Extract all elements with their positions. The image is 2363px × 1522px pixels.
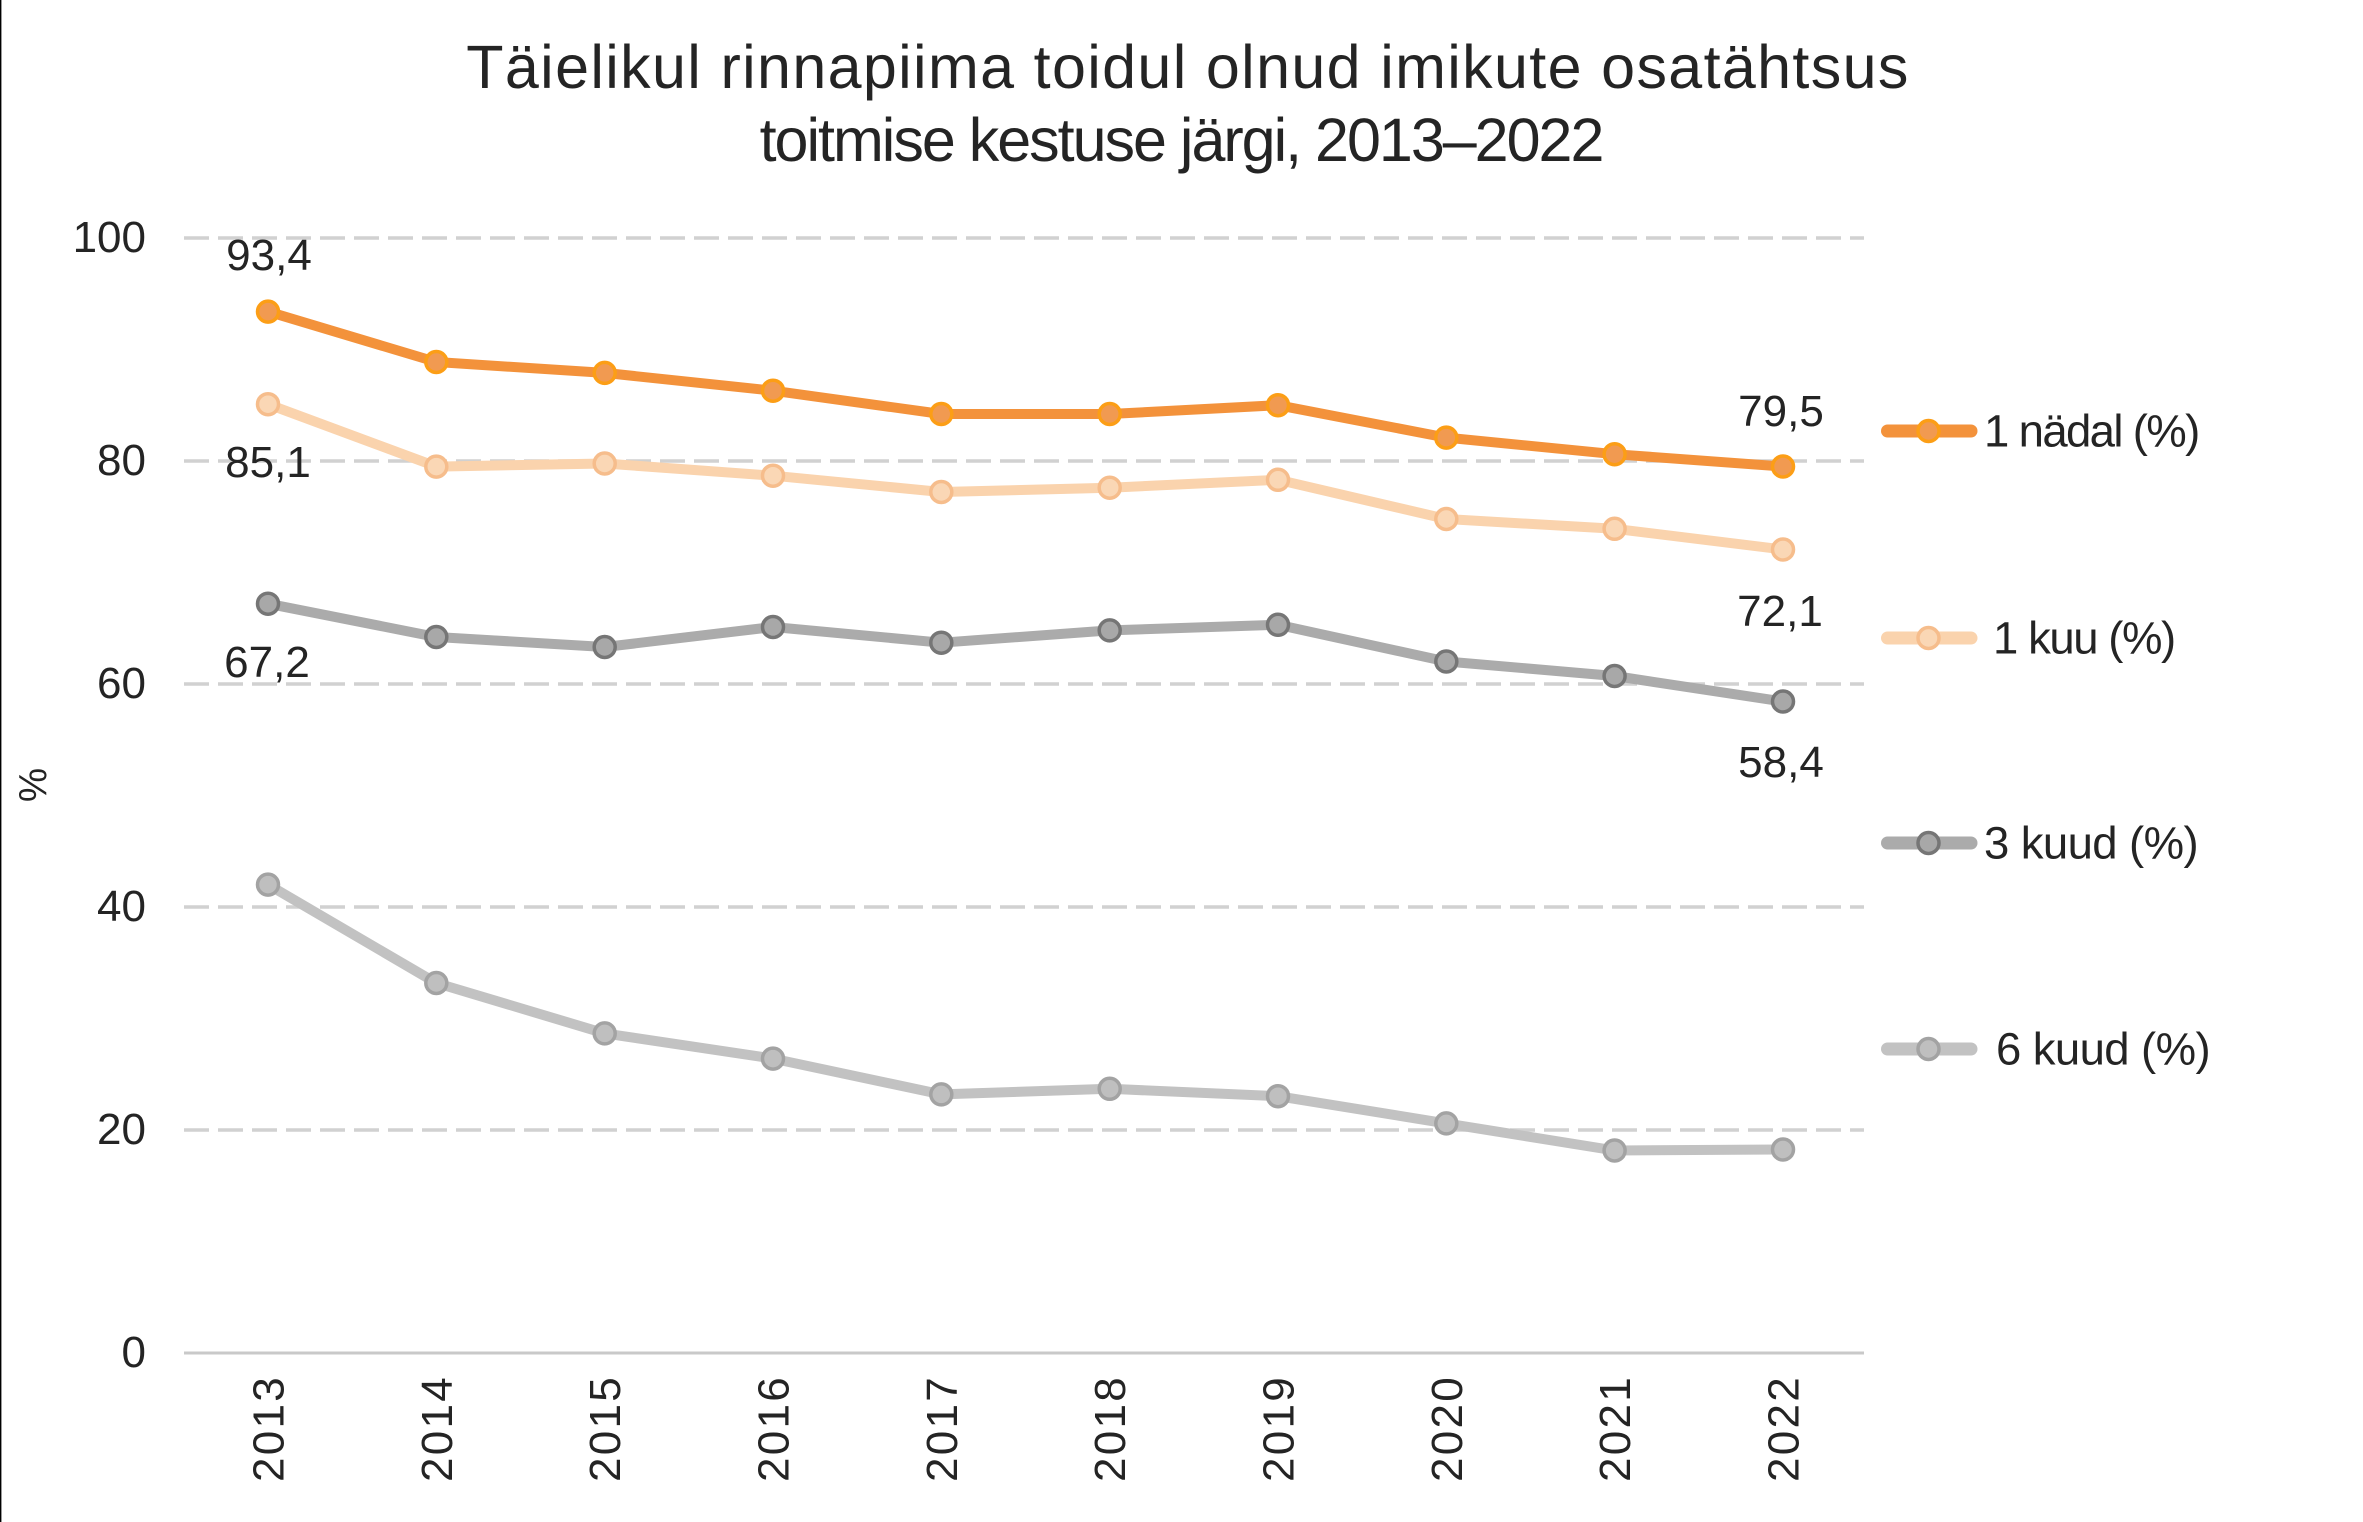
svg-text:2014: 2014 bbox=[413, 1375, 462, 1482]
svg-text:0: 0 bbox=[122, 1328, 146, 1377]
svg-text:2017: 2017 bbox=[918, 1375, 967, 1482]
svg-text:40: 40 bbox=[97, 882, 146, 931]
svg-text:80: 80 bbox=[97, 436, 146, 485]
svg-text:2015: 2015 bbox=[581, 1375, 630, 1482]
svg-text:72,1: 72,1 bbox=[1737, 587, 1823, 636]
svg-text:3 kuud (%): 3 kuud (%) bbox=[1984, 818, 2198, 869]
svg-text:1 nädal (%): 1 nädal (%) bbox=[1984, 406, 2199, 457]
svg-text:2013: 2013 bbox=[245, 1375, 294, 1482]
svg-text:2022: 2022 bbox=[1760, 1375, 1809, 1482]
svg-text:85,1: 85,1 bbox=[225, 438, 311, 487]
svg-text:58,4: 58,4 bbox=[1738, 738, 1824, 787]
svg-text:Täielikul rinnapiima toidul ol: Täielikul rinnapiima toidul olnud imikut… bbox=[466, 33, 1909, 101]
svg-text:100: 100 bbox=[73, 213, 146, 262]
svg-text:60: 60 bbox=[97, 659, 146, 708]
svg-text:20: 20 bbox=[97, 1105, 146, 1154]
svg-text:6 kuud (%): 6 kuud (%) bbox=[1996, 1024, 2210, 1075]
svg-text:2020: 2020 bbox=[1423, 1375, 1472, 1482]
svg-text:79,5: 79,5 bbox=[1738, 387, 1824, 436]
svg-text:2018: 2018 bbox=[1086, 1375, 1135, 1482]
svg-text:93,4: 93,4 bbox=[226, 231, 312, 280]
svg-text:67,2: 67,2 bbox=[224, 638, 310, 687]
svg-text:2019: 2019 bbox=[1255, 1375, 1304, 1482]
svg-text:2016: 2016 bbox=[750, 1375, 799, 1482]
svg-text:%: % bbox=[13, 768, 56, 802]
svg-text:toitmise kestuse järgi, 2013–2: toitmise kestuse järgi, 2013–2022 bbox=[760, 106, 1603, 174]
svg-text:1 kuu (%): 1 kuu (%) bbox=[1993, 613, 2175, 664]
svg-text:2021: 2021 bbox=[1591, 1375, 1640, 1482]
